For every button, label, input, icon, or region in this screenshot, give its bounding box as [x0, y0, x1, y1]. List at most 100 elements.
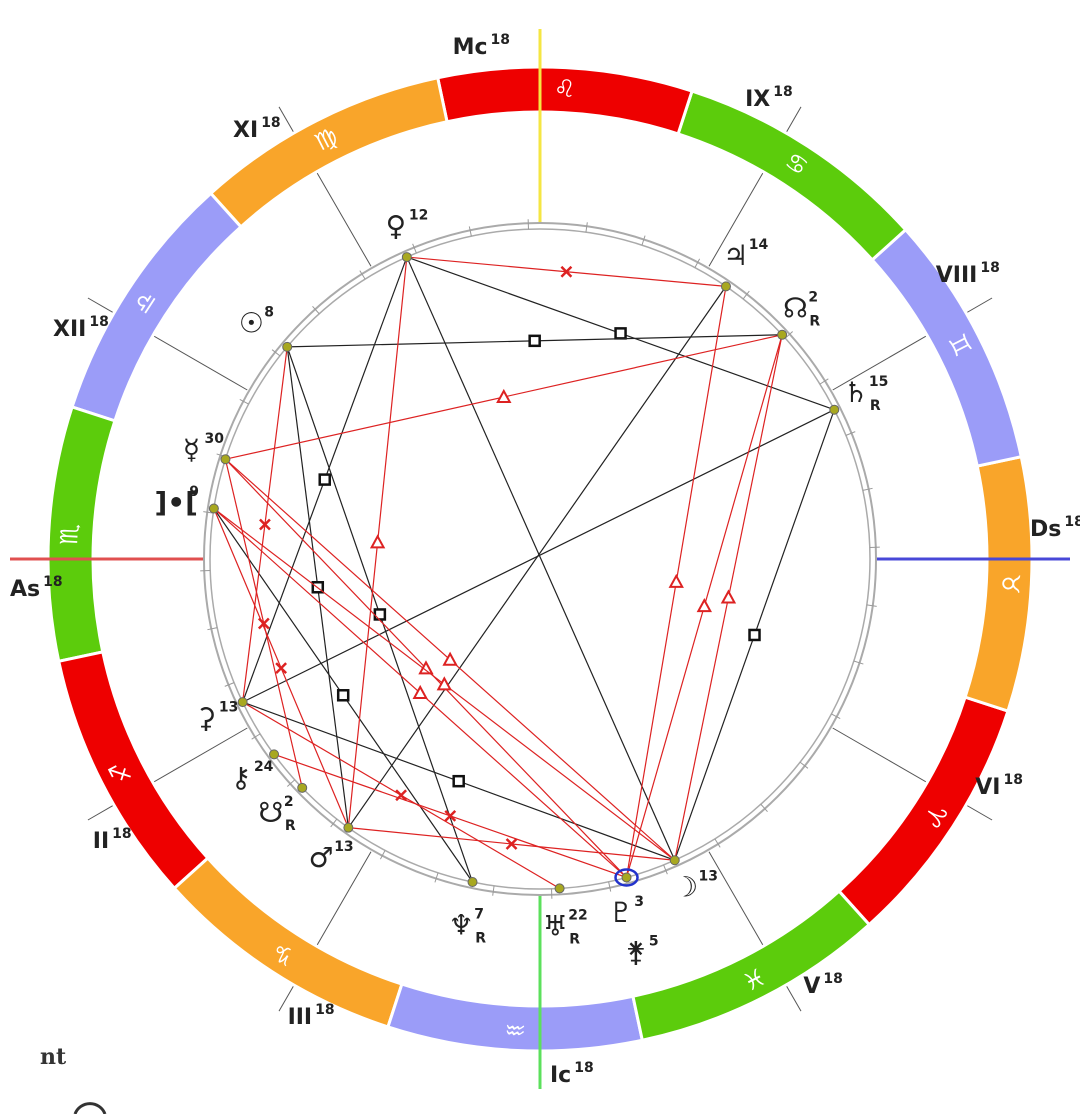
house-name: IX	[745, 87, 770, 112]
axis-degree: 18	[43, 574, 62, 590]
planet-glyph: ♄	[843, 376, 868, 409]
sign-glyph: ♌	[553, 74, 576, 103]
planet-degree: 13	[334, 839, 353, 855]
planet-glyph: ♆	[449, 908, 474, 941]
axis-name: Ds	[1030, 517, 1061, 542]
planet-dot	[555, 884, 564, 893]
house-name: XI	[233, 118, 258, 143]
house-name: XII	[53, 317, 86, 342]
house-degree: 18	[823, 971, 842, 987]
planet-dot	[778, 330, 787, 339]
house-degree: 18	[1003, 772, 1022, 788]
planet-glyph: ⚷	[231, 761, 252, 794]
planet-dot	[721, 282, 730, 291]
planet-glyph: ☋	[258, 796, 283, 829]
planet-degree: 24	[254, 759, 274, 775]
axis-name: Ic	[550, 1063, 571, 1088]
planet-degree: 7	[474, 906, 484, 922]
planet-retrograde: R	[870, 398, 881, 414]
planet-glyph: ♃	[723, 239, 748, 272]
planet-degree: 3	[634, 894, 644, 910]
house-degree: 18	[89, 314, 108, 330]
planet-retrograde: R	[285, 818, 296, 834]
house-name: V	[803, 974, 820, 999]
house-name: VI	[975, 775, 1000, 800]
planet-degree: 13	[699, 869, 718, 885]
planet-dot	[402, 253, 411, 262]
planet-degree: 2	[284, 794, 294, 810]
planet-glyph: ⚵	[626, 936, 647, 969]
planet-degree: 8	[264, 304, 274, 320]
house-name: II	[93, 829, 109, 854]
planet-retrograde: R	[809, 313, 820, 329]
aspect-square	[338, 690, 348, 700]
planet-retrograde: R	[475, 930, 486, 946]
planet-dot	[209, 504, 218, 513]
house-degree: 18	[261, 115, 280, 131]
axis-degree: 18	[491, 32, 510, 48]
planet-retrograde: R	[569, 931, 580, 947]
aspect-square	[616, 328, 626, 338]
planet-glyph: ☿	[183, 433, 200, 466]
sign-glyph: ♉	[996, 572, 1025, 595]
planet-degree: 30	[205, 431, 225, 447]
planet-dot	[221, 455, 230, 464]
house-degree: 18	[315, 1002, 334, 1018]
planet-dot	[468, 878, 477, 887]
planet-dot	[238, 698, 247, 707]
house-degree: 18	[112, 826, 131, 842]
axis-name: Mc	[453, 35, 488, 60]
degree-tick	[586, 222, 587, 232]
planet-degree: 15	[869, 374, 888, 390]
planet-dot	[298, 783, 307, 792]
planet-dot	[622, 873, 631, 882]
aspect-trine	[670, 576, 682, 587]
footer-text: nt	[40, 1044, 67, 1070]
planet-glyph: ☽	[673, 871, 698, 904]
planet-glyph: ♅	[543, 909, 568, 942]
planet-degree: 12	[409, 207, 428, 223]
planet-dot	[344, 823, 353, 832]
planet-glyph: ♀	[386, 209, 407, 242]
planet-glyph: ♇	[609, 896, 634, 929]
house-name: III	[288, 1005, 313, 1030]
planet-glyph: ⚳	[196, 701, 217, 734]
aspect-square	[750, 630, 760, 640]
aspect-square	[375, 609, 385, 619]
sign-glyph: ♏	[55, 523, 84, 546]
planet-dot	[270, 750, 279, 759]
house-degree: 18	[980, 260, 999, 276]
aspect-trine	[698, 600, 710, 611]
degree-tick	[493, 886, 494, 896]
house-name: VIII	[936, 263, 978, 288]
planet-dot	[670, 856, 679, 865]
planet-degree: 5	[649, 934, 659, 950]
sign-glyph: ♒	[504, 1015, 527, 1044]
planet-glyph: ♂	[309, 841, 334, 874]
planet-degree: 2	[808, 289, 818, 305]
aspect-sextile	[276, 663, 286, 673]
planet-dot	[283, 342, 292, 351]
aspect-square	[454, 776, 464, 786]
planet-degree: 14	[749, 237, 769, 253]
axis-name: As	[10, 577, 40, 602]
planet-dot	[830, 405, 839, 414]
planet-degree: 22	[568, 907, 587, 923]
house-degree: 18	[773, 84, 792, 100]
planet-degree: 13	[219, 699, 238, 715]
axis-degree: 18	[574, 1060, 593, 1076]
aspect-trine	[722, 592, 734, 603]
inner-circle	[204, 223, 876, 895]
aspect-line	[407, 257, 675, 860]
